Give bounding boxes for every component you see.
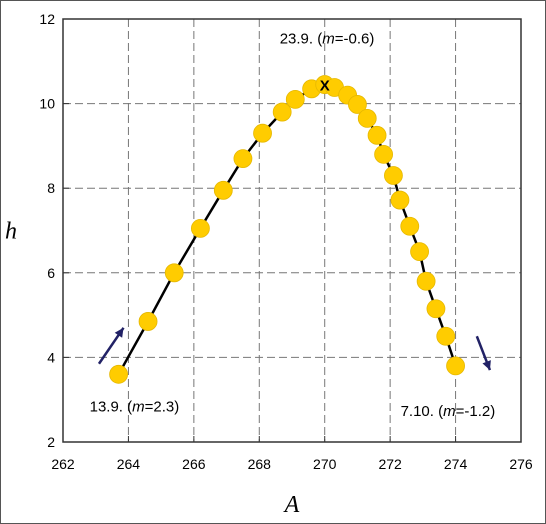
- data-point: [374, 144, 394, 164]
- x-tick-label: 274: [444, 456, 468, 472]
- x-tick-label: 268: [248, 456, 272, 472]
- peak-marker: X: [320, 78, 330, 95]
- data-point: [253, 123, 272, 143]
- data-point: [357, 109, 377, 128]
- arrow-head: [114, 327, 124, 338]
- y-tick-label: 10: [39, 96, 55, 112]
- peak-x-marker: X: [320, 78, 330, 95]
- annotation-date: 13.9. (: [90, 398, 133, 415]
- plot-area: [62, 18, 522, 443]
- x-tick-label: 264: [117, 456, 141, 472]
- data-point: [213, 180, 233, 200]
- data-point: [138, 312, 158, 331]
- data-point: [436, 326, 456, 346]
- x-axis-label: A: [283, 492, 300, 518]
- annotations: 13.9. (m=2.3)23.9. (m=-0.6)7.10. (m=-1.2…: [90, 31, 496, 420]
- annotation-m: m: [132, 398, 145, 415]
- data-point: [400, 216, 420, 236]
- data-point: [416, 271, 436, 291]
- y-axis-label: h: [5, 219, 17, 245]
- data-point: [384, 166, 403, 185]
- data-point: [426, 299, 446, 319]
- annotation-slope: =2.3): [145, 398, 180, 415]
- data-point: [410, 242, 429, 262]
- data-point: [446, 356, 465, 376]
- annotation-label: 7.10. (m=-1.2): [401, 403, 496, 420]
- data-point: [164, 263, 184, 283]
- annotation-slope: =-1.2): [456, 403, 496, 420]
- data-point: [390, 190, 410, 210]
- data-point: [233, 149, 253, 168]
- data-point: [285, 89, 305, 109]
- data-points: [109, 75, 465, 384]
- annotation-m: m: [443, 403, 456, 420]
- x-tick-label: 276: [509, 456, 533, 472]
- annotation-date: 7.10. (: [401, 403, 444, 420]
- y-tick-label: 4: [47, 349, 55, 365]
- data-point: [190, 218, 210, 238]
- x-tick-label: 272: [378, 456, 402, 472]
- annotation-label: 13.9. (m=2.3): [90, 398, 180, 415]
- y-tick-label: 8: [47, 180, 55, 196]
- x-tick-label: 266: [182, 456, 206, 472]
- data-point: [272, 102, 292, 122]
- data-point: [109, 364, 129, 384]
- annotation-slope: =-0.6): [335, 31, 375, 48]
- y-tick-label: 12: [39, 11, 55, 27]
- y-tick-label: 2: [47, 434, 55, 450]
- direction-arrows: [97, 327, 492, 371]
- annotation-label: 23.9. (m=-0.6): [280, 31, 375, 48]
- data-point: [367, 125, 387, 145]
- grid: [63, 19, 521, 442]
- annotation-date: 23.9. (: [280, 31, 323, 48]
- x-tick-label: 262: [51, 456, 75, 472]
- axis-ticks: 262 264 266 268 270 272 274 276 2 4 6 8 10 12: [39, 11, 532, 472]
- data-point: [348, 95, 367, 114]
- x-tick-label: 270: [313, 456, 337, 472]
- y-tick-label: 6: [47, 265, 55, 281]
- arrow-head: [482, 360, 491, 371]
- annotation-m: m: [322, 31, 335, 48]
